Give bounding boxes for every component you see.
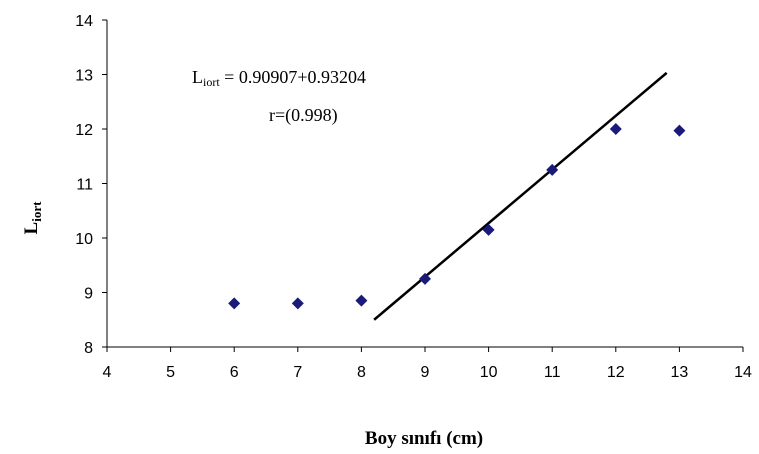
y-tick-label: 9 [84, 286, 93, 303]
x-tick-label: 12 [607, 364, 625, 381]
y-tick-label: 13 [75, 68, 93, 85]
x-tick-label: 6 [230, 364, 239, 381]
y-tick-label: 11 [76, 177, 93, 194]
equation-label: Liort = 0.90907+0.93204 [192, 67, 366, 89]
y-tick-label: 10 [75, 231, 93, 248]
data-point [291, 297, 304, 310]
x-axis-title: Boy sınıfı (cm) [365, 428, 483, 449]
data-point [355, 294, 368, 307]
x-tick-label: 7 [293, 364, 302, 381]
x-tick-label: 4 [103, 364, 112, 381]
equation-lhs-sub: iort [203, 75, 220, 89]
y-tick-label: 14 [75, 13, 93, 30]
y-axis-title-main: L [21, 222, 42, 235]
y-axis-title-sub: iort [29, 201, 44, 222]
trendline [373, 71, 668, 321]
y-tick-label: 12 [75, 122, 93, 139]
tick-marks [102, 19, 744, 352]
data-point [419, 272, 431, 285]
tick-labels: 4 5 6 7 8 9 10 11 12 13 14 8 9 10 11 12 13 14 [75, 13, 752, 381]
y-tick-label: 8 [84, 340, 93, 357]
data-point [482, 223, 495, 236]
data-points [228, 123, 686, 310]
r-value-label: r=(0.998) [269, 105, 338, 126]
data-point [609, 123, 622, 135]
equation-rhs: = 0.90907+0.93204 [220, 67, 366, 87]
x-tick-label: 11 [544, 364, 561, 381]
data-point [546, 163, 559, 176]
equation-lhs-main: L [192, 67, 203, 87]
x-tick-label: 10 [480, 364, 498, 381]
x-tick-label: 13 [671, 364, 689, 381]
data-point [228, 297, 241, 310]
x-tick-label: 14 [734, 364, 752, 381]
y-axis-title: Liort [21, 201, 44, 235]
data-point [673, 124, 686, 137]
x-tick-label: 9 [421, 364, 430, 381]
x-tick-label: 8 [357, 364, 366, 381]
x-tick-label: 5 [166, 364, 175, 381]
